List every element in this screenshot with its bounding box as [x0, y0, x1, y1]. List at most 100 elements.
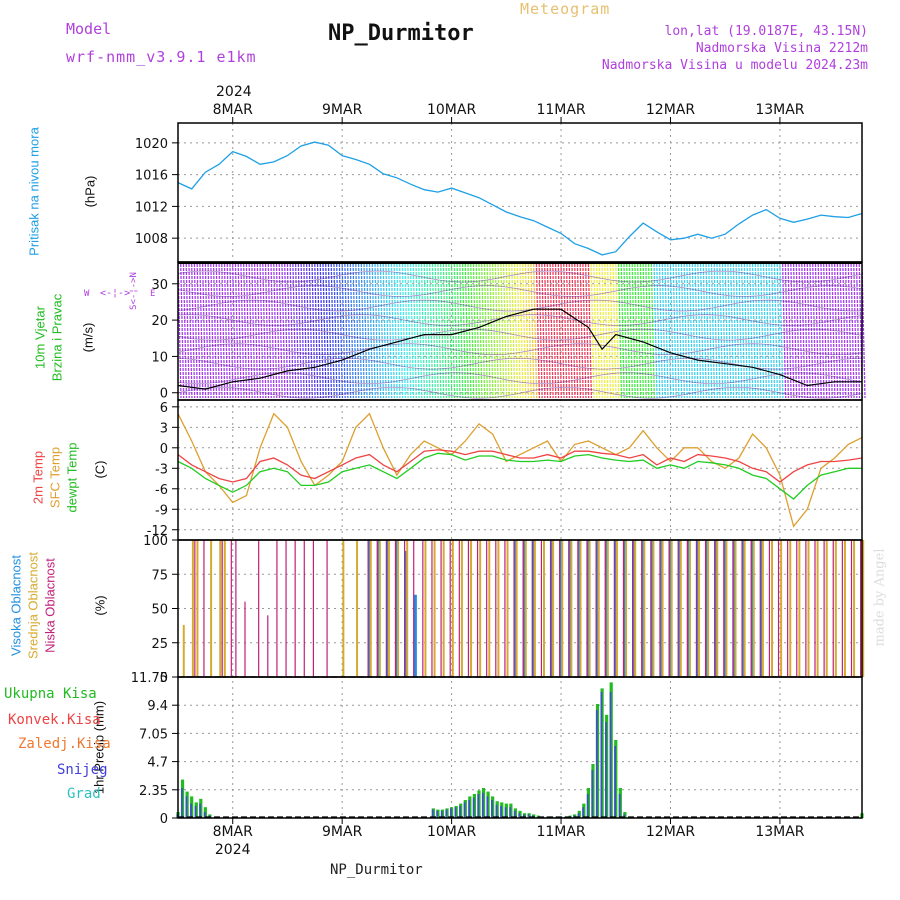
wind-barb-column	[286, 263, 292, 399]
mid-cloud-bar	[543, 540, 545, 677]
year-label-bottom: 2024	[215, 842, 251, 858]
wind-tick-label: 20	[151, 314, 168, 329]
wind-barb-column	[478, 263, 483, 399]
compass-w-label: W	[84, 289, 90, 299]
high-cloud-bar	[577, 540, 582, 677]
snow-bar	[614, 746, 616, 818]
low-cloud-bar	[276, 540, 278, 677]
wind-barb-column	[232, 263, 237, 399]
wind-barb-column	[366, 263, 371, 399]
wind-barb-column	[795, 263, 800, 399]
snow-bar	[194, 806, 197, 818]
mid-cloud-bar	[679, 540, 682, 677]
wind-level-line	[177, 328, 863, 341]
low-cloud-bar	[641, 540, 643, 677]
legend-hail: Grad	[67, 786, 101, 802]
wind-barb-column	[765, 263, 770, 399]
low-cloud-bar	[577, 540, 579, 677]
wind-barb-column	[585, 263, 590, 399]
wind-barb-column	[590, 263, 595, 399]
wind-barb-column	[188, 263, 193, 399]
wind-barb-column	[609, 263, 614, 399]
wind-barb-column	[185, 263, 190, 399]
wind-tick-label: 10	[151, 350, 168, 365]
low-cloud-bar	[695, 540, 698, 677]
wind-barb-column	[820, 263, 825, 399]
wind-barb-column	[360, 263, 365, 399]
wind-barb-column	[746, 263, 751, 399]
wind-barb-column	[292, 263, 297, 399]
wind-barb-column	[193, 263, 199, 399]
legend-convective-precip: Konvek.Kisa	[8, 712, 101, 728]
wind-barb-column	[281, 263, 286, 399]
cloud-tick-label: 100	[143, 534, 168, 549]
low-cloud-bar	[613, 540, 615, 677]
wind-barb-column	[404, 263, 409, 399]
wind-barb-column	[207, 263, 212, 399]
temp-tick-label: 0	[160, 442, 168, 457]
wind-level-line	[177, 343, 863, 356]
wind-barb-column	[617, 263, 623, 399]
snow-bar	[577, 813, 580, 818]
high-cloud-bar	[696, 540, 700, 677]
snow-bar	[518, 813, 521, 818]
low-cloud-bar	[367, 540, 369, 677]
wind-barb-column	[423, 263, 428, 399]
wind-barb-column	[270, 263, 275, 399]
wind-barb-column	[338, 263, 344, 399]
day-label-bottom: 10MAR	[427, 824, 476, 840]
pressure-tick-label: 1016	[135, 169, 168, 184]
mid-cloud-bar	[342, 540, 345, 677]
day-label-top: 9MAR	[322, 102, 363, 118]
high-cloud-bar	[732, 540, 737, 677]
wind-barb-column	[678, 263, 683, 399]
wind-barb-column	[595, 263, 601, 399]
wind-barb-column	[653, 263, 658, 399]
wind-barb-column	[456, 263, 461, 399]
mid-cloud-bar	[191, 540, 194, 677]
wind-level-line	[177, 372, 863, 385]
mid-cloud-bar	[182, 624, 185, 677]
wind-barb-column	[259, 263, 264, 399]
wind-barb-column	[218, 263, 223, 399]
low-cloud-bar	[467, 540, 470, 677]
wind-barb-column	[658, 263, 664, 399]
wind-level-line	[177, 285, 863, 297]
mid-cloud-bar	[397, 540, 400, 677]
wind-barb-column	[336, 263, 341, 399]
mid-cloud-bar	[843, 540, 846, 677]
wind-barb-column	[823, 263, 828, 399]
high-cloud-bar	[750, 540, 755, 677]
wind-barb-column	[459, 263, 464, 399]
low-cloud-bar	[422, 540, 424, 677]
snow-bar	[509, 807, 512, 818]
wind-level-line	[177, 386, 863, 399]
legend-snow: Snijeg	[57, 762, 108, 778]
wind-barb-column	[541, 263, 546, 399]
mid-cloud-bar	[825, 540, 828, 677]
wind-barb-column	[779, 263, 784, 399]
wind-barb-column	[243, 263, 248, 399]
wind-barb-column	[730, 263, 735, 399]
wind-barb-column	[237, 263, 242, 399]
wind-level-line	[177, 314, 863, 327]
snow-bar	[595, 710, 598, 818]
wind-barb-column	[661, 263, 666, 399]
wind-barb-column	[833, 263, 839, 399]
wind-barb-column	[738, 263, 743, 399]
wind-barb-column	[732, 263, 738, 399]
wind-barb-column	[182, 263, 188, 399]
wind-barb-column	[511, 263, 516, 399]
day-label-top: 12MAR	[646, 102, 695, 118]
snow-bar	[491, 800, 493, 818]
wind-barb-column	[316, 263, 322, 399]
wind-barb-column	[379, 263, 385, 399]
mid-cloud-bar	[579, 540, 582, 677]
wind-level-line	[177, 357, 863, 370]
low-cloud-bar	[449, 540, 451, 677]
day-label-bottom: 9MAR	[322, 824, 363, 840]
day-label-bottom: 8MAR	[213, 824, 254, 840]
low-cloud-bar	[841, 540, 843, 677]
low-cloud-bar	[258, 540, 260, 677]
wind-barb-column	[593, 263, 598, 399]
